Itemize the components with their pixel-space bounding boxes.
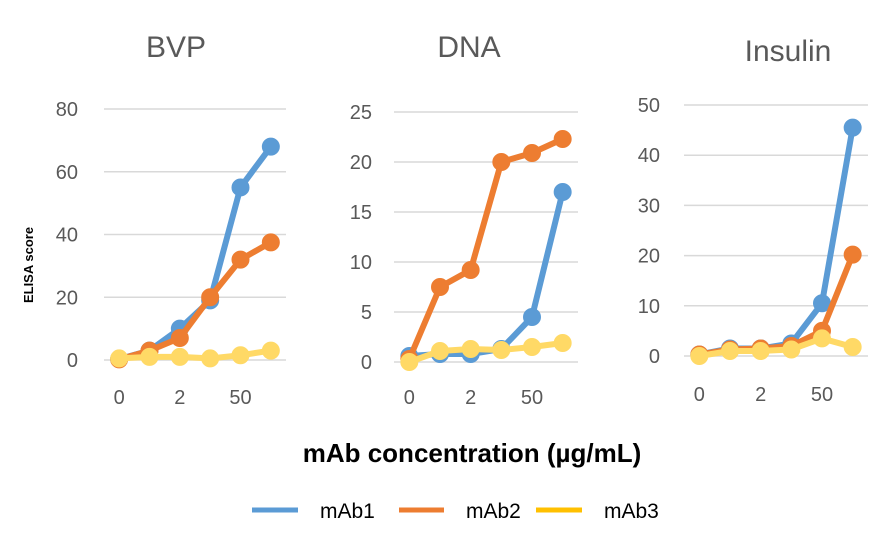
y-axis-label: ELISA score — [21, 227, 36, 303]
data-point — [110, 349, 129, 368]
y-tick-label: 0 — [67, 350, 78, 372]
x-tick-label: 0 — [694, 384, 705, 406]
data-point — [721, 341, 739, 360]
data-point — [400, 353, 419, 371]
data-point — [751, 341, 770, 360]
data-point — [492, 341, 511, 359]
legend-label: mAb1 — [320, 500, 375, 523]
data-point — [261, 137, 280, 156]
data-point — [843, 118, 862, 137]
data-point — [140, 347, 159, 366]
panel-bvp: BVP 0 20 40 60 80 0 2 50 — [56, 31, 286, 409]
data-point — [523, 144, 541, 162]
legend-item-mab3: mAb3 — [536, 500, 659, 523]
series-mab3 — [400, 334, 572, 371]
legend-item-mab2: mAb2 — [399, 500, 521, 523]
data-point — [813, 329, 831, 348]
data-point — [843, 245, 862, 264]
y-tick-label: 50 — [638, 95, 660, 117]
y-tick-label: 0 — [649, 346, 660, 368]
y-tick-label: 5 — [361, 302, 372, 324]
data-point — [461, 261, 480, 279]
series-mab3 — [690, 329, 862, 365]
data-point — [461, 340, 480, 358]
data-point — [431, 278, 449, 296]
y-tick-label: 20 — [638, 246, 660, 268]
x-tick-label: 50 — [521, 387, 543, 409]
y-tick-label: 40 — [638, 145, 660, 167]
y-tick-label: 60 — [56, 162, 78, 184]
data-point — [231, 250, 250, 269]
data-point — [492, 153, 511, 171]
y-tick-label: 25 — [350, 102, 372, 124]
y-tick-label: 30 — [638, 195, 660, 217]
data-point — [201, 288, 220, 307]
x-tick-label: 2 — [465, 387, 476, 409]
legend-item-mab1: mAb1 — [252, 500, 375, 523]
x-axis-label: mAb concentration (µg/mL) — [303, 438, 642, 468]
y-tick-label: 20 — [56, 287, 78, 309]
legend-label: mAb3 — [604, 500, 659, 523]
panel-title: BVP — [146, 31, 206, 64]
data-point — [170, 347, 189, 366]
x-tick-label: 50 — [811, 384, 833, 406]
x-tick-label: 0 — [114, 387, 125, 409]
series-line — [406, 136, 566, 362]
panel-insulin: Insulin 0 10 20 30 40 50 0 2 50 — [638, 35, 868, 406]
y-tick-label: 10 — [350, 252, 372, 274]
data-point — [201, 349, 220, 368]
data-point — [782, 340, 801, 359]
data-point — [231, 178, 250, 197]
x-tick-label: 2 — [174, 387, 185, 409]
y-tick-label: 0 — [361, 352, 372, 374]
data-point — [553, 183, 572, 201]
data-point — [690, 347, 709, 365]
data-point — [261, 341, 280, 360]
y-tick-label: 80 — [56, 99, 78, 121]
data-point — [523, 308, 541, 326]
series-line — [696, 124, 856, 358]
y-tick-label: 40 — [56, 225, 78, 247]
data-point — [431, 342, 449, 360]
legend: mAb1 mAb2 mAb3 — [252, 500, 659, 523]
series-mab2 — [110, 233, 280, 369]
x-tick-label: 50 — [229, 387, 251, 409]
data-point — [553, 334, 572, 352]
x-tick-label: 0 — [404, 387, 415, 409]
legend-label: mAb2 — [466, 500, 521, 523]
panel-title: DNA — [437, 31, 500, 64]
data-point — [523, 338, 541, 356]
y-tick-label: 15 — [350, 202, 372, 224]
data-point — [261, 233, 280, 252]
series-mab3 — [110, 341, 280, 368]
panel-title: Insulin — [745, 35, 832, 68]
y-tick-label: 10 — [638, 296, 660, 318]
series-mab2 — [690, 245, 862, 364]
y-tick-label: 20 — [350, 152, 372, 174]
data-point — [170, 329, 189, 348]
data-point — [843, 337, 862, 356]
data-point — [231, 346, 250, 365]
x-tick-label: 2 — [755, 384, 766, 406]
data-point — [553, 130, 572, 148]
